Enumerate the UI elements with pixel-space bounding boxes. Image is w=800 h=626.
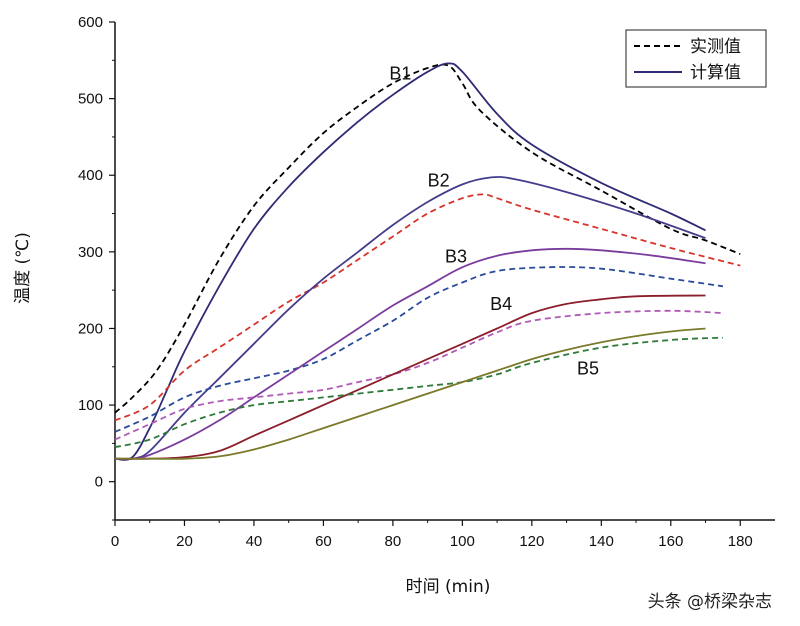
y-tick-label: 0 [95, 474, 103, 491]
x-tick-label: 0 [111, 533, 119, 550]
series-line-b3-calculated [114, 247, 706, 460]
x-tick-label: 60 [315, 533, 332, 550]
x-tick-label: 80 [385, 533, 402, 550]
x-axis-title: 时间 (min) [406, 577, 491, 597]
y-axis: 0 100 200 300 400 500 600 [78, 14, 115, 521]
legend-label-calculated: 计算值 [690, 63, 741, 83]
x-tick-label: 120 [519, 533, 544, 550]
series-line-b1-calculated [114, 62, 706, 461]
series-line-b4-calculated [114, 294, 706, 460]
series-line-b5-calculated [114, 327, 706, 460]
legend: 实测值 计算值 [625, 29, 767, 88]
x-tick-label: 140 [589, 533, 614, 550]
series-line-b5-measured [114, 336, 723, 449]
series-line-b2-calculated [114, 176, 706, 461]
series-line-b2-measured [114, 193, 741, 422]
y-tick-label: 300 [78, 244, 103, 261]
series-label-b3: B3 [445, 247, 467, 267]
legend-box [625, 29, 767, 88]
series-label-b4: B4 [490, 294, 512, 314]
x-tick-label: 20 [176, 533, 193, 550]
series-label-b1: B1 [389, 63, 411, 83]
series-line-b1-measured [114, 63, 741, 414]
y-tick-label: 200 [78, 320, 103, 337]
series-line-b4-measured [114, 309, 723, 441]
x-tick-label: 100 [450, 533, 475, 550]
x-tick-label: 160 [658, 533, 683, 550]
series-label-b2: B2 [428, 171, 450, 191]
x-axis: 0 20 40 60 80 100 120 140 160 180 [111, 520, 753, 550]
series-label-b5: B5 [577, 358, 599, 378]
legend-label-measured: 实测值 [690, 37, 741, 57]
y-tick-label: 100 [78, 397, 103, 414]
y-axis-title: 温度 (℃) [13, 232, 33, 304]
x-tick-label: 40 [246, 533, 263, 550]
series-line-b3-measured [114, 266, 724, 433]
y-tick-label: 400 [78, 167, 103, 184]
watermark: 头条 @桥梁杂志 [643, 585, 776, 614]
x-tick-label: 180 [728, 533, 753, 550]
series-layer [114, 62, 741, 461]
y-tick-label: 600 [78, 14, 103, 31]
plot-frame [114, 22, 775, 521]
annotation-layer: B1 B2 B3 B4 B5 [389, 63, 599, 378]
y-tick-label: 500 [78, 91, 103, 108]
